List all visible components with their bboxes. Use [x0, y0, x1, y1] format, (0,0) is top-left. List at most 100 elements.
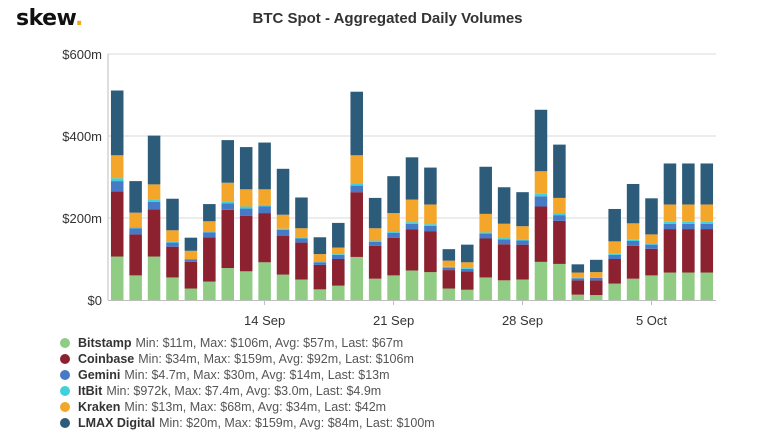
bar-segment — [239, 215, 253, 272]
bar-segment — [645, 234, 658, 244]
bar-segment — [350, 192, 363, 257]
bar-segment — [110, 178, 124, 182]
bar-segment — [553, 213, 566, 216]
bar-segment — [313, 261, 327, 263]
bar-segment — [147, 135, 161, 185]
bar-segment — [589, 259, 603, 273]
bar-segment — [626, 183, 640, 224]
bar-segment — [203, 204, 216, 222]
bar-segment — [258, 142, 271, 190]
bar-segment — [663, 272, 677, 300]
bar-segment — [350, 256, 363, 300]
legend-item[interactable]: LMAX Digital Min: $20m, Max: $159m, Avg: … — [60, 415, 435, 431]
bar-segment — [479, 233, 492, 239]
bar-segment — [221, 140, 235, 183]
bar-segment — [203, 231, 216, 233]
bar-segment — [626, 245, 640, 279]
bar-segment — [700, 163, 714, 205]
bar-segment — [405, 222, 419, 224]
bar-segment — [184, 288, 198, 300]
bar-segment — [553, 215, 566, 221]
bar-segment — [608, 208, 621, 242]
bar-segment — [553, 220, 566, 264]
axes: $0 $200m $400m $600m 14 Sep 21 Sep 28 Sep 5 Oct — [62, 47, 716, 328]
bar-segment — [147, 209, 161, 257]
legend-series-stats: Min: $34m, Max: $159m, Avg: $92m, Last: … — [138, 352, 414, 366]
bar-segment — [184, 250, 198, 259]
bar-segment — [442, 270, 456, 289]
bar-segment — [700, 229, 714, 273]
legend-item[interactable]: Kraken Min: $13m, Max: $68m, Avg: $34m, L… — [60, 399, 435, 415]
x-tick-label: 21 Sep — [373, 313, 414, 328]
bar-segment — [350, 91, 363, 156]
bar-segment — [479, 232, 492, 234]
bar-segment — [387, 232, 400, 238]
bar-segment — [387, 213, 400, 232]
bar-segment — [645, 243, 658, 245]
bar-segment — [129, 227, 142, 229]
bar-segment — [589, 272, 603, 278]
bar-segment — [313, 264, 327, 290]
bar-segment — [424, 224, 437, 226]
bar-segment — [442, 249, 456, 261]
bar-segment — [332, 285, 345, 300]
bar-segment — [405, 223, 419, 230]
legend-series-stats: Min: $13m, Max: $68m, Avg: $34m, Last: $… — [124, 400, 387, 414]
bar-segment — [110, 155, 124, 179]
bar-segment — [332, 254, 345, 259]
bar-segment — [534, 109, 548, 172]
bar-segment — [608, 253, 621, 255]
bar-segment — [461, 262, 474, 269]
legend: Bitstamp Min: $11m, Max: $106m, Avg: $57m… — [60, 335, 435, 431]
bar-segment — [368, 228, 382, 241]
legend-series-stats: Min: $4.7m, Max: $30m, Avg: $14m, Last: … — [124, 368, 390, 382]
bar-segment — [516, 279, 529, 300]
legend-item[interactable]: Gemini Min: $4.7m, Max: $30m, Avg: $14m, … — [60, 367, 435, 383]
bar-segment — [368, 240, 382, 242]
bar-segment — [442, 288, 456, 300]
bar-segment — [479, 213, 492, 233]
bar-segment — [166, 241, 179, 243]
bar-segment — [682, 223, 695, 230]
bar-segment — [332, 254, 345, 255]
y-tick-label: $600m — [62, 47, 102, 62]
bar-segment — [682, 229, 695, 273]
legend-item[interactable]: Coinbase Min: $34m, Max: $159m, Avg: $92m… — [60, 351, 435, 367]
bar-segment — [626, 240, 640, 246]
bar-segment — [129, 228, 142, 235]
bar-segment — [626, 223, 640, 240]
bar-segment — [387, 275, 400, 300]
bar-segment — [221, 201, 235, 204]
bar-segment — [203, 237, 216, 282]
bar-segment — [626, 278, 640, 300]
bar-segment — [700, 204, 714, 222]
bar-segment — [147, 256, 161, 300]
legend-item[interactable]: ItBit Min: $972k, Max: $7.4m, Avg: $3.0m,… — [60, 383, 435, 399]
bar-segment — [313, 254, 327, 262]
bar-segment — [534, 206, 548, 262]
bar-segment — [258, 189, 271, 205]
bar-segment — [239, 208, 253, 216]
bar-segment — [203, 221, 216, 232]
bar-segment — [368, 245, 382, 279]
legend-item[interactable]: Bitstamp Min: $11m, Max: $106m, Avg: $57m… — [60, 335, 435, 351]
bar-segment — [534, 193, 548, 197]
bar-segment — [258, 262, 271, 300]
bar-segment — [203, 232, 216, 238]
bar-segment — [405, 157, 419, 200]
x-tick-label: 14 Sep — [244, 313, 285, 328]
bar-segment — [350, 185, 363, 193]
bar-segment — [276, 214, 290, 229]
bar-segment — [534, 196, 548, 207]
bar-segment — [608, 259, 621, 284]
bar-segment — [461, 244, 474, 263]
bar-segment — [147, 202, 161, 210]
y-tick-label: $200m — [62, 211, 102, 226]
bar-segment — [295, 238, 308, 243]
legend-series-name: Bitstamp — [78, 336, 132, 350]
bar-segment — [645, 248, 658, 276]
legend-series-name: Coinbase — [78, 352, 135, 366]
legend-series-stats: Min: $11m, Max: $106m, Avg: $57m, Last: … — [135, 336, 404, 350]
bar-segment — [129, 212, 142, 228]
bar-segment — [166, 198, 179, 231]
